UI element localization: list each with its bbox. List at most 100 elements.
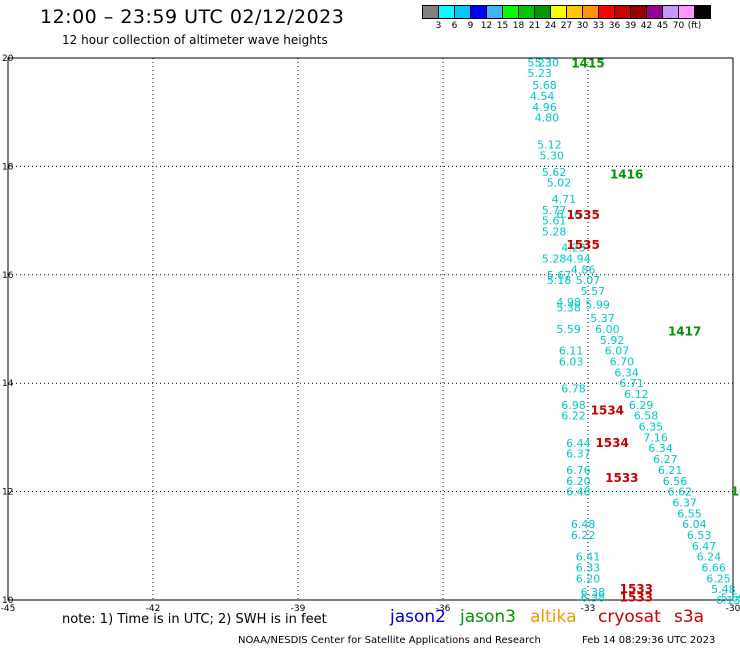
scale-tick: 6 (451, 21, 458, 31)
data-label: 6.34 (648, 442, 673, 455)
scale-tick: 27 (560, 21, 573, 31)
data-label: 6.70 (610, 356, 635, 369)
scale-tick: 24 (544, 21, 557, 31)
data-label: 6.16 (556, 208, 581, 221)
scale-tick: 12 (480, 21, 493, 31)
footer-credit: NOAA/NESDIS Center for Satellite Applica… (238, 635, 541, 646)
data-label: 6.55 (677, 507, 702, 520)
data-label: 5.57 (581, 285, 606, 298)
data-label: 7.16 (643, 431, 668, 444)
data-label: 6.11 (559, 345, 584, 358)
data-label: 4.98 (556, 296, 581, 309)
data-label: 6.27 (653, 453, 678, 466)
x-tick-label: -36 (436, 604, 451, 614)
data-label: 5.28 (542, 253, 567, 266)
time-annotation: 1534 (595, 436, 628, 450)
data-label: 6.48 (566, 486, 591, 499)
scale-tick: 21 (528, 21, 541, 31)
y-tick-label: 12 (2, 488, 13, 498)
y-tick-label: 10 (2, 596, 14, 606)
scale-tick: 45 (656, 21, 669, 31)
data-label: 6.24 (697, 551, 722, 564)
legend-altika: altika (530, 607, 577, 627)
scale-tick: 42 (640, 21, 653, 31)
data-label: 4.23 (561, 242, 586, 255)
data-label: 5.69 (721, 591, 740, 604)
data-label: 5.07 (576, 274, 601, 287)
scale-unit: (ft) (687, 21, 702, 31)
chart-title: 12:00 – 23:59 UTC 02/12/2023 (40, 6, 345, 28)
data-label: 5.18 (547, 274, 572, 287)
legend-note: note: 1) Time is in UTC; 2) SWH is in fe… (62, 612, 327, 627)
data-label: 6.37 (566, 448, 591, 461)
data-label: 6.25 (706, 572, 731, 585)
data-label: 6.58 (634, 410, 659, 423)
data-label: 5.67 (547, 269, 572, 282)
data-label: 5.23 (527, 56, 552, 69)
data-label: 6.41 (576, 551, 601, 564)
scale-tick: 33 (592, 21, 605, 31)
time-annotation: 1417 (668, 325, 701, 339)
scale-swatch (694, 5, 711, 19)
scale-tick: 39 (624, 21, 637, 31)
data-label: 6.33 (576, 561, 601, 574)
data-label: 6.44 (566, 437, 591, 450)
data-label: 6.98 (561, 399, 586, 412)
data-label: 6.53 (687, 529, 712, 542)
data-label: 6.22 (561, 410, 586, 423)
data-label: 6.47 (692, 540, 717, 553)
data-label: 6.12 (624, 388, 649, 401)
data-label: 4.54 (530, 90, 555, 103)
legend-cryosat: cryosat (598, 607, 661, 627)
data-label: 6.66 (701, 561, 726, 574)
data-label: 4.80 (535, 112, 560, 125)
data-label: 6.62 (668, 486, 693, 499)
data-label: 5.12 (537, 139, 562, 152)
scale-tick: 36 (608, 21, 621, 31)
x-tick-label: -45 (1, 604, 16, 614)
time-annotation: 1415 (571, 56, 604, 70)
footer-timestamp: Feb 14 08:29:36 UTC 2023 (582, 635, 716, 646)
data-label: 6.03 (559, 356, 584, 369)
color-scale (422, 5, 711, 19)
data-label: 5.02 (547, 177, 572, 190)
data-label: 6.20 (576, 572, 601, 585)
y-tick-label: 16 (2, 271, 14, 281)
data-label: 6.76 (566, 464, 591, 477)
y-tick-label: 14 (2, 379, 14, 389)
data-label: 6.37 (672, 496, 697, 509)
legend-s3a: s3a (674, 607, 705, 627)
data-label: 6.29 (629, 399, 654, 412)
data-label: 6.78 (561, 383, 586, 396)
x-tick-label: -42 (146, 604, 161, 614)
data-label: 5.30 (535, 56, 560, 69)
data-label: 5.48 (711, 583, 736, 596)
data-label: 6.71 (619, 377, 644, 390)
time-annotation: 1535 (566, 238, 599, 252)
data-label: 6.22 (571, 529, 596, 542)
scale-tick: 15 (496, 21, 509, 31)
data-label: 5.92 (600, 334, 625, 347)
plot-frame (7, 57, 734, 601)
time-annotation: 1535 (566, 208, 599, 222)
chart-subtitle: 12 hour collection of altimeter wave hei… (62, 33, 328, 47)
data-label: 5.37 (590, 312, 615, 325)
time-annotation: 1534 (591, 403, 624, 417)
data-label: 6.07 (605, 345, 630, 358)
scale-tick: 18 (512, 21, 525, 31)
data-label: 5.59 (556, 323, 581, 336)
time-annotation: 1416 (610, 168, 643, 182)
scale-tick: 70 (672, 21, 685, 31)
data-label: 4.96 (532, 101, 557, 114)
data-label: 6.04 (682, 518, 707, 531)
scale-tick: 3 (435, 21, 442, 31)
data-label: 5.61 (542, 215, 567, 228)
data-label: 5.23 (527, 67, 552, 80)
scale-tick: 9 (467, 21, 474, 31)
data-label: 6.13 (716, 594, 740, 607)
legend-jason3: jason3 (460, 607, 516, 627)
time-annotation: 1418 (731, 485, 740, 499)
data-label: 5.99 (585, 299, 610, 312)
legend-jason2: jason2 (390, 607, 446, 627)
